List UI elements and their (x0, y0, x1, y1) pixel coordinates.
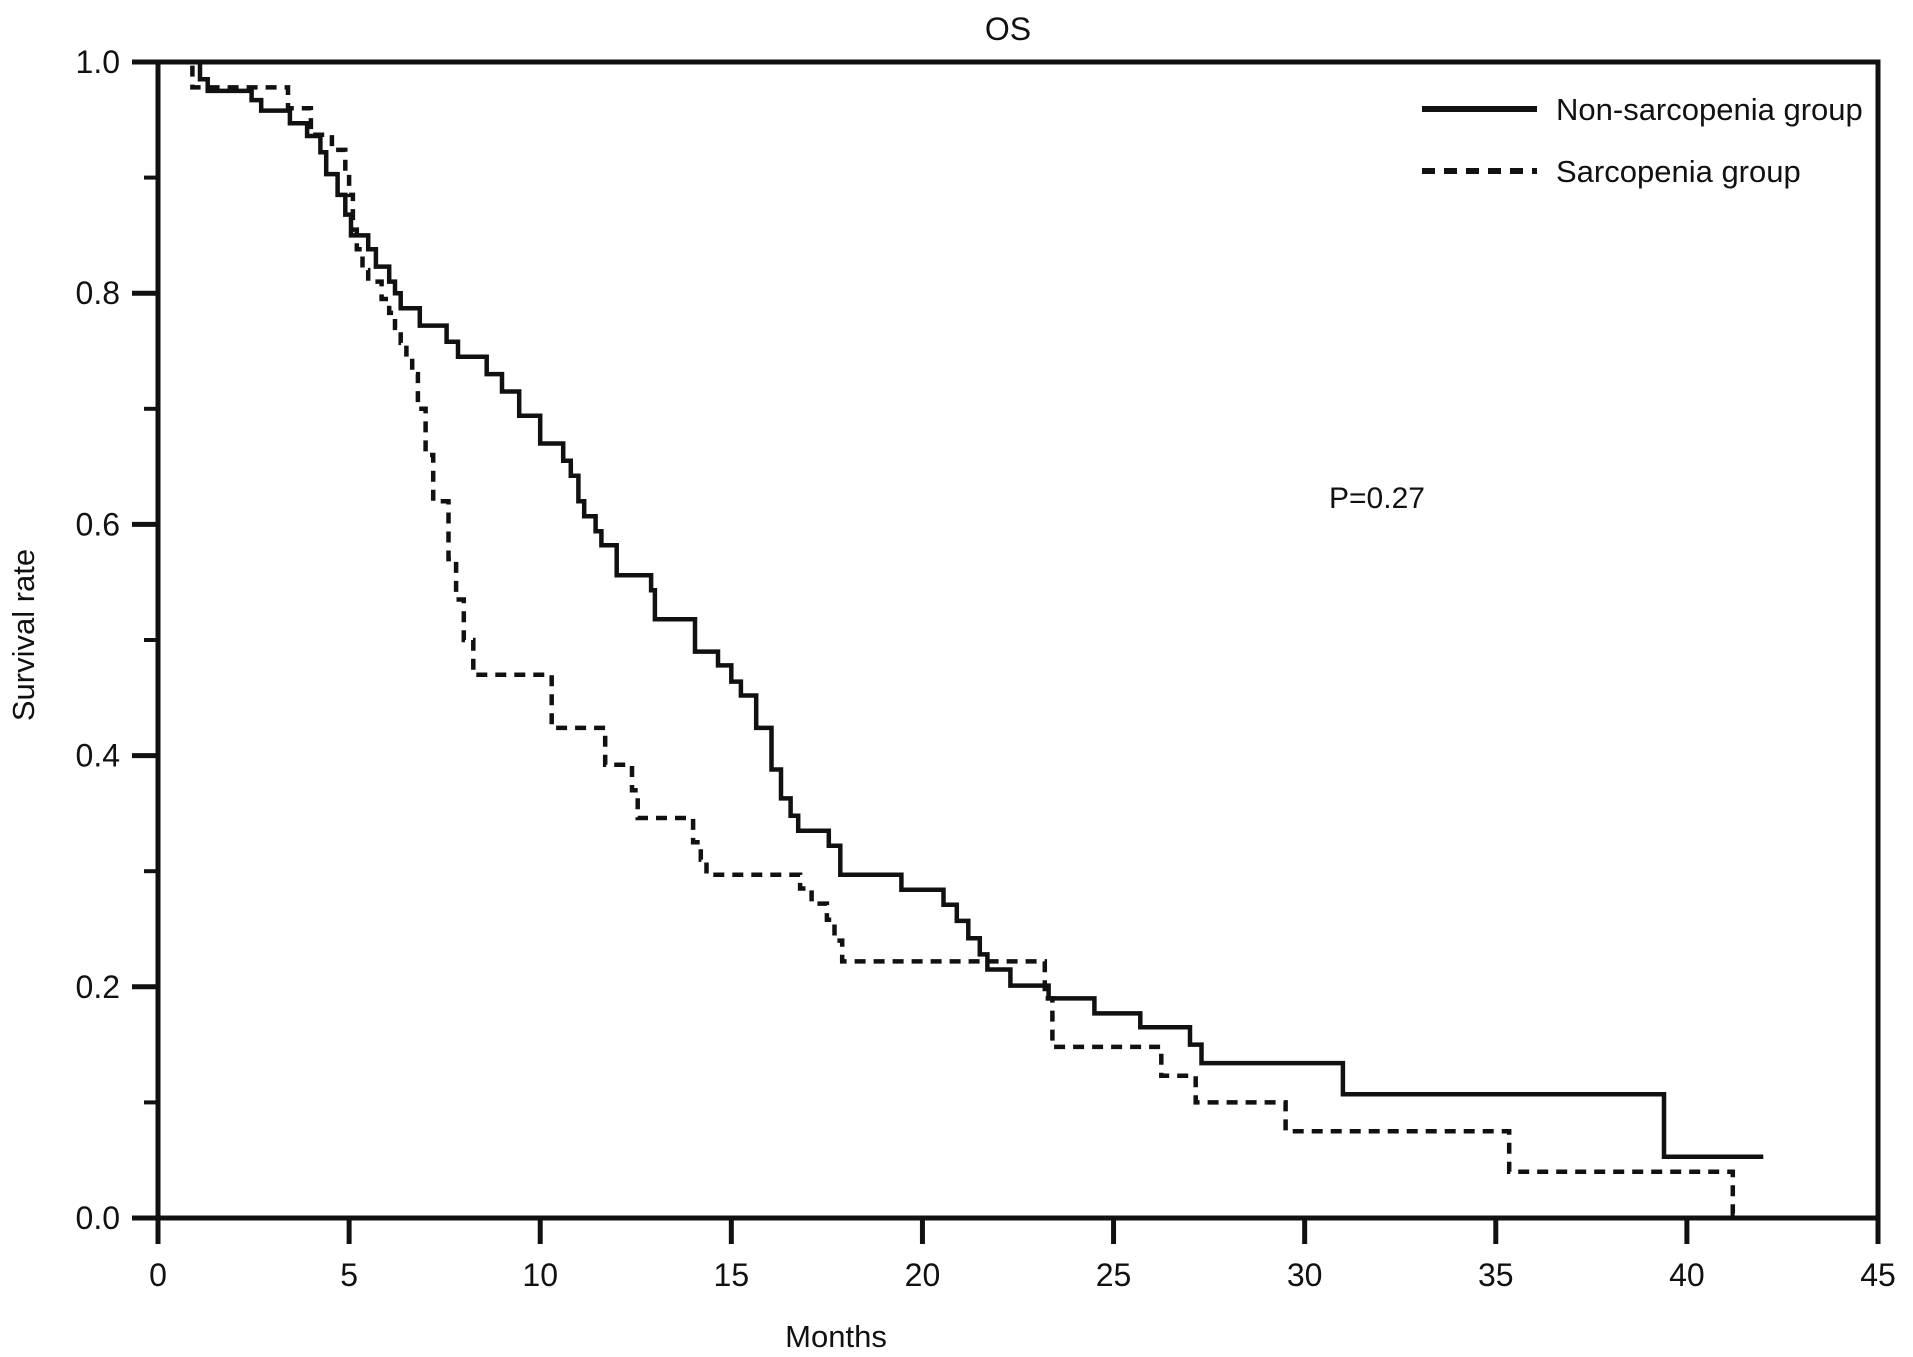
x-tick-label-35: 35 (1478, 1257, 1514, 1293)
x-tick-label-45: 45 (1860, 1257, 1896, 1293)
legend-label-non-sarcopenia: Non-sarcopenia group (1556, 92, 1863, 127)
y-tick-label-0.2: 0.2 (76, 969, 120, 1005)
y-tick-label-0.4: 0.4 (76, 738, 120, 774)
plot-frame (155, 59, 1881, 1221)
x-tick-label-0: 0 (149, 1257, 167, 1293)
y-tick-label-0.0: 0.0 (76, 1200, 120, 1236)
x-tick-label-20: 20 (905, 1257, 941, 1293)
x-tick-label-10: 10 (522, 1257, 558, 1293)
chart-title: OS (985, 11, 1031, 47)
x-tick-label-40: 40 (1669, 1257, 1705, 1293)
axis-ticks: 0 5 10 15 20 25 30 35 40 45 0.0 0.2 0.4 0.6 0.8 1.0 (76, 44, 1896, 1293)
y-tick-label-1.0: 1.0 (76, 44, 120, 80)
x-tick-label-15: 15 (714, 1257, 750, 1293)
x-tick-label-5: 5 (340, 1257, 358, 1293)
series-sarcopenia-curve (158, 59, 1737, 1216)
x-tick-label-25: 25 (1096, 1257, 1132, 1293)
y-tick-label-0.8: 0.8 (76, 275, 120, 311)
x-axis-label: Months (785, 1319, 887, 1354)
y-tick-label-0.6: 0.6 (76, 506, 120, 542)
legend-label-sarcopenia: Sarcopenia group (1556, 154, 1801, 189)
p-value-annotation: P=0.27 (1329, 482, 1425, 515)
legend: Non-sarcopenia group Sarcopenia group (1422, 92, 1863, 189)
series-non-sarcopenia-curve (158, 59, 1764, 1159)
x-tick-label-30: 30 (1287, 1257, 1323, 1293)
y-axis-label: Survival rate (6, 549, 41, 721)
